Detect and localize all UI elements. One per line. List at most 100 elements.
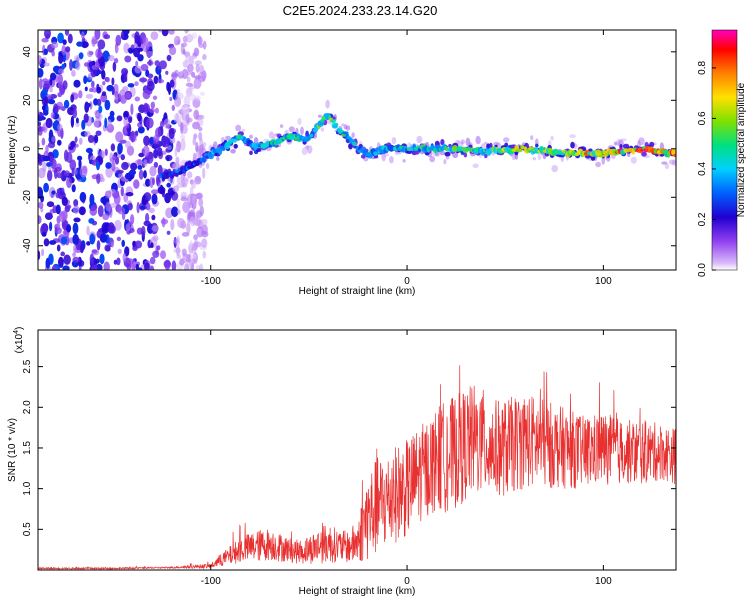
heatmap-ridge-cell [334, 123, 339, 127]
heatmap-noise-cell [46, 201, 55, 208]
heatmap-noise-cell [40, 194, 45, 203]
heatmap-ridge-cell [351, 132, 355, 139]
heatmap-noise-cell [194, 175, 202, 185]
spectrogram-y-tick-label: 40 [22, 46, 33, 58]
heatmap-noise-cell [49, 221, 53, 232]
heatmap-noise-cell [202, 167, 206, 179]
heatmap-noise-cell [151, 214, 156, 221]
heatmap-ridge-cell [255, 148, 262, 152]
heatmap-ridge-cell [518, 148, 522, 153]
heatmap-noise-cell [122, 252, 127, 263]
heatmap-ridge-cell [649, 141, 655, 148]
heatmap-ridge-cell [205, 162, 210, 170]
heatmap-noise-cell [66, 224, 72, 233]
heatmap-noise-cell [91, 220, 98, 226]
heatmap-noise-cell [97, 56, 105, 67]
heatmap-ridge-cell [301, 147, 308, 156]
heatmap-ridge-cell [616, 138, 621, 146]
heatmap-noise-cell [57, 32, 64, 44]
heatmap-noise-cell [194, 60, 202, 66]
heatmap-noise-cell [176, 235, 180, 247]
heatmap-noise-cell [62, 265, 70, 270]
heatmap-noise-cell [142, 42, 149, 53]
heatmap-noise-cell [83, 113, 89, 123]
heatmap-noise-cell [91, 36, 96, 47]
heatmap-noise-cell [137, 165, 143, 170]
spectrogram-x-tick-label: 100 [595, 276, 612, 287]
heatmap-noise-cell [170, 218, 175, 231]
heatmap-ridge-cell [460, 139, 465, 145]
heatmap-noise-cell [182, 49, 186, 55]
heatmap-noise-cell [55, 191, 61, 199]
heatmap-noise-cell [75, 61, 81, 71]
heatmap-noise-cell [196, 192, 204, 200]
heatmap-noise-cell [159, 60, 167, 70]
heatmap-noise-cell [41, 137, 46, 146]
heatmap-noise-cell [38, 128, 43, 136]
heatmap-noise-cell [96, 240, 101, 251]
heatmap-noise-cell [72, 108, 78, 119]
heatmap-ridge-cell [532, 157, 536, 161]
heatmap-noise-cell [157, 164, 163, 176]
heatmap-ridge-cell [341, 123, 345, 127]
heatmap-ridge-cell [201, 156, 207, 163]
heatmap-noise-cell [67, 33, 73, 44]
heatmap-noise-cell [145, 117, 154, 129]
heatmap-noise-cell [75, 117, 79, 124]
heatmap-noise-cell [167, 145, 172, 151]
heatmap-noise-cell [143, 135, 150, 146]
heatmap-noise-cell [191, 32, 197, 40]
heatmap-noise-cell [124, 70, 128, 82]
snr-y-scale-label: (x104) [13, 327, 25, 354]
heatmap-ridge-cell [613, 141, 618, 146]
heatmap-noise-cell [56, 220, 61, 229]
heatmap-noise-cell [156, 245, 161, 251]
heatmap-noise-cell [127, 202, 133, 211]
heatmap-ridge-cell [671, 159, 676, 166]
heatmap-noise-cell [128, 116, 133, 124]
heatmap-ridge-cell [598, 154, 605, 158]
heatmap-ridge-cell [310, 133, 314, 138]
heatmap-noise-cell [73, 217, 81, 223]
heatmap-noise-cell [89, 87, 94, 93]
heatmap-noise-cell [93, 119, 100, 128]
heatmap-noise-cell [193, 234, 199, 241]
heatmap-noise-cell [64, 204, 72, 210]
heatmap-noise-cell [130, 44, 135, 50]
heatmap-ridge-cell [351, 141, 357, 146]
heatmap-noise-cell [51, 190, 56, 195]
heatmap-noise-cell [143, 159, 148, 167]
heatmap-noise-cell [45, 257, 51, 269]
heatmap-noise-cell [114, 95, 119, 102]
heatmap-noise-cell [185, 33, 194, 43]
heatmap-noise-cell [104, 190, 112, 199]
heatmap-noise-cell [87, 135, 95, 143]
heatmap-noise-cell [116, 236, 122, 242]
heatmap-noise-cell [104, 99, 111, 111]
heatmap-noise-cell [116, 169, 124, 174]
heatmap-noise-cell [110, 143, 116, 152]
heatmap-noise-cell [125, 140, 131, 149]
heatmap-noise-cell [161, 136, 170, 148]
heatmap-ridge-cell [300, 126, 304, 135]
heatmap-noise-cell [90, 264, 98, 270]
heatmap-noise-cell [84, 86, 88, 92]
snr-y-ticks: 0.5 1.0 1.5 2.0 2.5 [22, 359, 676, 536]
heatmap-noise-cell [193, 77, 202, 89]
colorbar-ticks: 0.0 0.2 0.4 0.6 0.8 [697, 61, 716, 277]
heatmap-noise-cell [164, 192, 172, 204]
spectrogram-y-axis-label: Frequency (Hz) [7, 116, 18, 185]
snr-x-axis-label: Height of straight line (km) [299, 586, 416, 597]
heatmap-noise-cell [134, 65, 142, 74]
heatmap-noise-cell [171, 104, 175, 111]
heatmap-noise-cell [61, 63, 65, 70]
heatmap-noise-cell [42, 83, 50, 90]
heatmap-ridge-cell [325, 99, 330, 109]
heatmap-noise-cell [137, 126, 145, 134]
heatmap-noise-cell [138, 152, 145, 158]
heatmap-noise-cell [38, 167, 46, 179]
heatmap-noise-cell [100, 177, 105, 183]
heatmap-ridge-cell [475, 135, 481, 145]
heatmap-noise-cell [130, 103, 134, 116]
heatmap-noise-cell [145, 195, 148, 201]
